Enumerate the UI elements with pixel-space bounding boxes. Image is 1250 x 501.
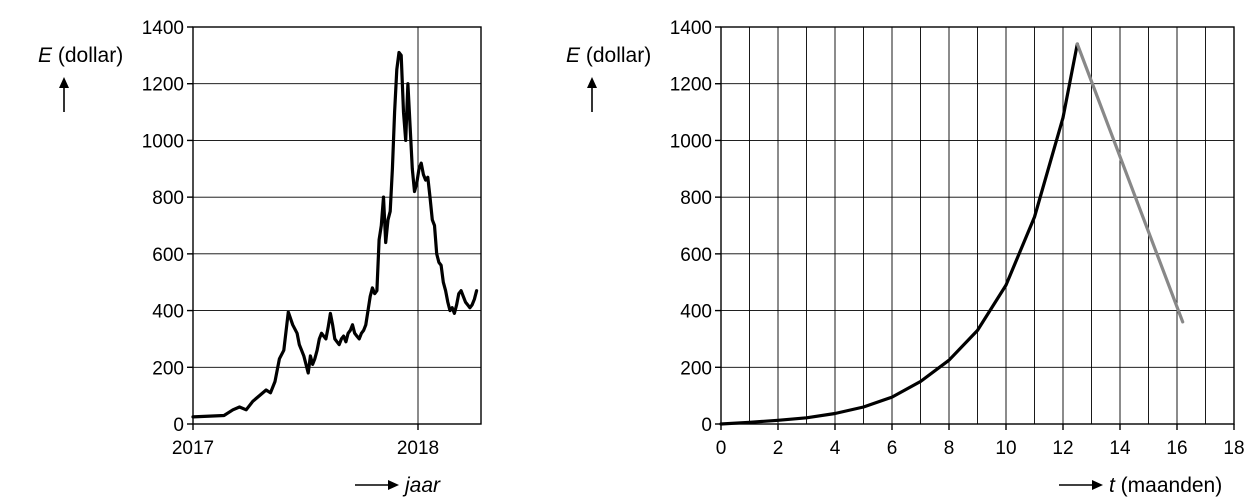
x-tick-label: 10 bbox=[995, 438, 1016, 459]
series-line bbox=[191, 50, 479, 419]
y-tick-label: 1000 bbox=[670, 131, 712, 152]
x-tick-label: 2018 bbox=[397, 438, 439, 459]
x-tick-label: 12 bbox=[1052, 438, 1073, 459]
y-tick-label: 600 bbox=[680, 245, 712, 266]
y-tick-label: 200 bbox=[680, 358, 712, 379]
x-axis-label: t (maanden) bbox=[1109, 474, 1222, 497]
series-line bbox=[1075, 42, 1185, 324]
x-tick-label: 6 bbox=[887, 438, 898, 459]
x-axis-arrow-head bbox=[1092, 480, 1103, 490]
y-axis-arrow-head bbox=[587, 77, 597, 88]
x-axis-arrow-head bbox=[388, 480, 399, 490]
y-tick-label: 800 bbox=[152, 188, 184, 209]
series-line bbox=[719, 42, 1079, 426]
x-tick-label: 8 bbox=[944, 438, 955, 459]
y-tick-label: 1000 bbox=[142, 131, 184, 152]
y-axis-arrow-head bbox=[59, 77, 69, 88]
y-tick-label: 1400 bbox=[142, 18, 184, 39]
y-tick-label: 0 bbox=[173, 415, 184, 436]
y-tick-label: 0 bbox=[701, 415, 712, 436]
y-tick-label: 200 bbox=[152, 358, 184, 379]
x-tick-label: 2017 bbox=[172, 438, 214, 459]
chart-right: 0 200 400 600 800 1000 1200 1400 0 2 4 6 8 10 12 14 16 18… bbox=[566, 18, 1245, 497]
x-tick-label: 0 bbox=[716, 438, 727, 459]
y-axis-label: E (dollar) bbox=[38, 44, 123, 67]
y-axis-label: E (dollar) bbox=[566, 44, 651, 67]
x-tick-label: 4 bbox=[830, 438, 841, 459]
plot-frame bbox=[720, 26, 1235, 425]
plot-frame bbox=[192, 26, 482, 425]
y-tick-label: 1200 bbox=[142, 75, 184, 96]
y-tick-label: 600 bbox=[152, 245, 184, 266]
x-tick-label: 16 bbox=[1166, 438, 1187, 459]
y-tick-label: 1200 bbox=[670, 75, 712, 96]
y-tick-label: 1400 bbox=[670, 18, 712, 39]
y-tick-label: 400 bbox=[152, 302, 184, 323]
x-axis-label: jaar bbox=[402, 474, 441, 497]
y-tick-label: 400 bbox=[680, 302, 712, 323]
chart-left: 0 200 400 600 800 1000 1200 1400 2017 2018 E (doll… bbox=[38, 18, 482, 497]
x-tick-label: 14 bbox=[1109, 438, 1131, 459]
x-tick-label: 2 bbox=[773, 438, 784, 459]
y-tick-label: 800 bbox=[680, 188, 712, 209]
x-tick-label: 18 bbox=[1223, 438, 1244, 459]
